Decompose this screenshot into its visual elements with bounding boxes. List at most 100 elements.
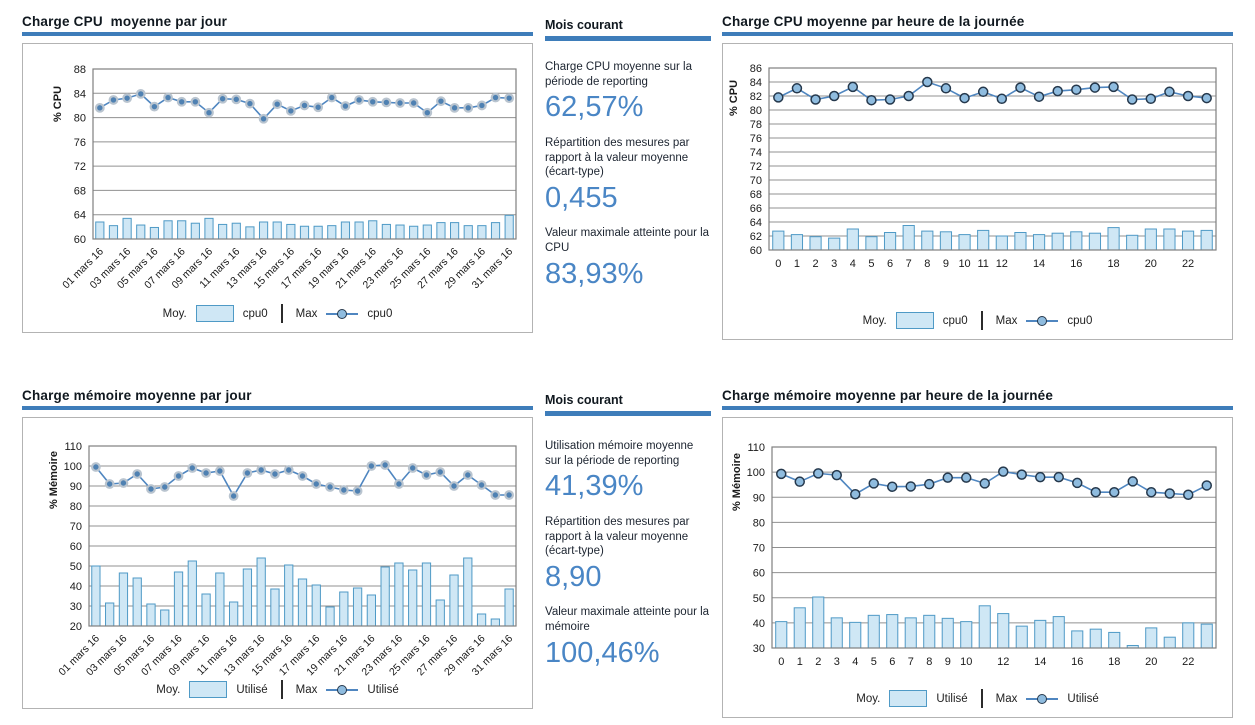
legend-marker-dot (1037, 315, 1048, 326)
bar-series (772, 225, 1213, 251)
legend-line-marker-icon (326, 308, 359, 320)
svg-text:100: 100 (747, 467, 765, 479)
svg-text:3: 3 (831, 258, 837, 270)
svg-text:110: 110 (747, 442, 765, 454)
svg-text:10: 10 (958, 258, 970, 270)
panel-mem-hourly: Charge mémoire moyenne par heure de la j… (722, 388, 1233, 718)
svg-text:74: 74 (750, 147, 762, 159)
stat-value: 62,57% (545, 91, 644, 124)
chart-legend: Moy. Utilisé Max Utilisé (23, 680, 532, 699)
svg-text:60: 60 (74, 234, 86, 246)
legend-max-label: Max (995, 692, 1018, 705)
svg-text:6: 6 (889, 656, 895, 668)
svg-text:5: 5 (871, 656, 877, 668)
svg-text:64: 64 (750, 217, 762, 229)
svg-text:90: 90 (753, 492, 765, 504)
svg-text:12: 12 (997, 656, 1009, 668)
chart-title: Charge CPU moyenne par jour (22, 14, 228, 29)
stats-title-underline (545, 411, 711, 416)
svg-text:68: 68 (750, 189, 762, 201)
legend-bar-series-name: Utilisé (236, 683, 268, 696)
legend-bar-swatch-icon (895, 312, 934, 329)
stat-value: 8,90 (545, 561, 602, 594)
stat-label: Valeur maximale atteinte pour la mémoire (545, 606, 710, 634)
svg-text:1: 1 (794, 258, 800, 270)
chart-legend: Moy. cpu0 Max cpu0 (723, 311, 1232, 330)
svg-text:78: 78 (750, 119, 762, 131)
legend-divider (280, 304, 283, 323)
svg-text:1: 1 (797, 656, 803, 668)
svg-text:20: 20 (1145, 258, 1157, 270)
legend-line-marker-icon (1026, 693, 1059, 705)
svg-text:2: 2 (813, 258, 819, 270)
title-underline (22, 32, 533, 36)
stat-item: Valeur maximale atteinte pour la CPU 83,… (545, 226, 711, 289)
svg-text:22: 22 (1182, 656, 1194, 668)
gridlines: 60 64 68 72 76 80 84 88 (74, 64, 516, 246)
svg-text:80: 80 (750, 105, 762, 117)
legend-marker-dot (1037, 693, 1048, 704)
stat-item: Répartition des mesures par rapport à la… (545, 136, 711, 214)
y-axis-title: % Mémoire (48, 451, 60, 509)
svg-text:100: 100 (64, 461, 82, 473)
svg-text:50: 50 (70, 561, 82, 573)
svg-text:72: 72 (74, 161, 86, 173)
line-series (776, 466, 1212, 500)
panel-cpu-hourly: Charge CPU moyenne par heure de la journ… (722, 14, 1233, 340)
stat-value: 83,93% (545, 257, 644, 290)
y-axis-title: % CPU (728, 80, 740, 116)
svg-text:80: 80 (753, 517, 765, 529)
bar-series (91, 557, 514, 627)
svg-text:20: 20 (70, 621, 82, 633)
stat-value: 0,455 (545, 182, 618, 215)
legend-line-series-name: cpu0 (367, 307, 393, 320)
svg-text:40: 40 (70, 581, 82, 593)
plot-border (768, 67, 1217, 251)
mem-daily-chart-box: 20 30 40 50 60 70 80 90 100 110 01 mars 16 03 mars … (22, 417, 533, 709)
svg-text:16: 16 (1071, 656, 1083, 668)
svg-text:8: 8 (926, 656, 932, 668)
line-series (90, 460, 515, 501)
svg-text:2: 2 (815, 656, 821, 668)
legend-divider (280, 680, 283, 699)
legend-marker-dot (337, 308, 348, 319)
svg-text:14: 14 (1033, 258, 1045, 270)
svg-text:14: 14 (1034, 656, 1046, 668)
svg-text:9: 9 (943, 258, 949, 270)
svg-text:0: 0 (778, 656, 784, 668)
svg-text:12: 12 (996, 258, 1008, 270)
svg-text:7: 7 (906, 258, 912, 270)
stat-item: Utilisation mémoire moyenne sur la pério… (545, 439, 711, 502)
stats-panel-cpu: Mois courant Charge CPU moyenne sur la p… (545, 18, 711, 289)
svg-text:70: 70 (70, 521, 82, 533)
legend-moy-label: Moy. (856, 692, 881, 705)
svg-text:80: 80 (70, 501, 82, 513)
legend-moy-label: Moy. (862, 314, 887, 327)
line-series (94, 88, 515, 124)
svg-text:11: 11 (977, 258, 988, 270)
svg-text:90: 90 (70, 481, 82, 493)
svg-text:6: 6 (887, 258, 893, 270)
x-axis-labels: 0 1 2 3 4 5 6 7 8 9 10 12 14 16 18 20 22 (778, 656, 1194, 668)
legend-divider (980, 311, 983, 330)
stat-label: Répartition des mesures par rapport à la… (545, 515, 690, 558)
stat-value: 100,46% (545, 636, 660, 669)
svg-text:50: 50 (753, 593, 765, 605)
svg-text:4: 4 (852, 656, 858, 668)
legend-line-series-name: Utilisé (1067, 692, 1099, 705)
stat-value: 41,39% (545, 470, 644, 503)
svg-text:70: 70 (750, 175, 762, 187)
svg-text:30: 30 (753, 643, 765, 655)
svg-text:66: 66 (750, 203, 762, 215)
svg-text:84: 84 (74, 88, 86, 100)
legend-line-marker-icon (1026, 315, 1059, 327)
svg-text:88: 88 (74, 64, 86, 76)
svg-text:62: 62 (750, 231, 762, 243)
stat-label: Répartition des mesures par rapport à la… (545, 136, 690, 179)
stats-title-underline (545, 36, 711, 41)
plot-border (88, 445, 517, 627)
stat-item: Charge CPU moyenne sur la période de rep… (545, 60, 711, 123)
title-underline (722, 406, 1233, 410)
chart-legend: Moy. cpu0 Max cpu0 (23, 304, 532, 323)
